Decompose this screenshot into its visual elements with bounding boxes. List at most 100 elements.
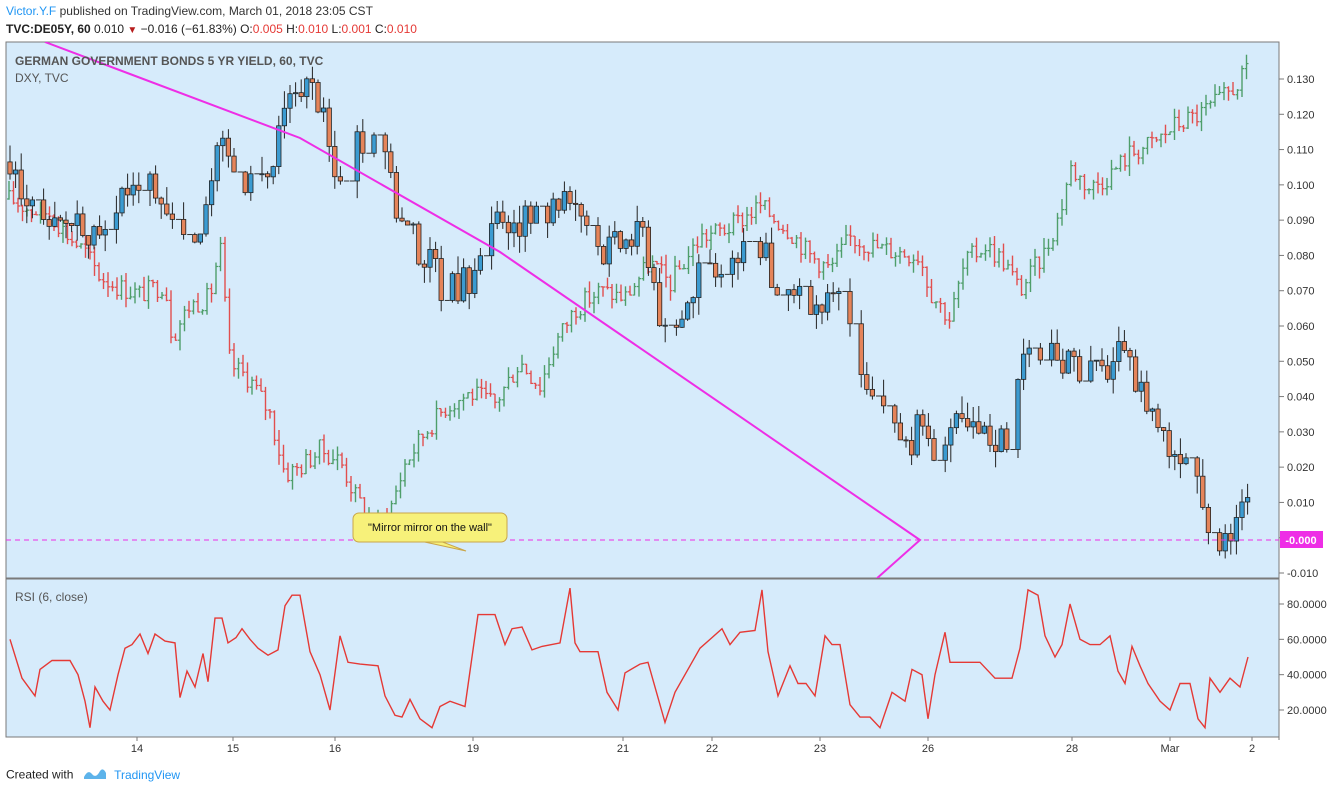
up-candle	[1093, 359, 1099, 362]
down-candle	[573, 202, 579, 205]
up-candle	[606, 236, 612, 265]
down-candle	[1004, 428, 1010, 450]
trendline[interactable]	[44, 42, 922, 580]
overlay-label: DXY, TVC	[15, 71, 69, 85]
up-candle	[354, 131, 360, 182]
down-candle	[713, 262, 719, 278]
down-candle	[388, 151, 394, 173]
callout-annotation[interactable]: "Mirror mirror on the wall"	[352, 512, 508, 552]
down-candle	[774, 287, 780, 296]
time-tick-label: 22	[706, 743, 718, 755]
down-candle	[158, 197, 164, 205]
up-candle	[522, 205, 528, 237]
down-candle	[80, 213, 86, 236]
price-tick-label: 0.040	[1287, 392, 1315, 404]
down-candle	[864, 374, 870, 390]
up-candle	[1172, 454, 1178, 457]
down-candle	[169, 213, 175, 220]
down-candle	[180, 218, 187, 235]
rsi-tick-label: 40.0000	[1287, 670, 1327, 682]
price-tick-label: 0.100	[1287, 180, 1315, 192]
down-candle	[707, 262, 713, 265]
up-candle	[427, 248, 433, 268]
up-candle	[130, 184, 136, 196]
down-candle	[931, 438, 937, 461]
down-candle	[601, 246, 607, 265]
up-candle	[813, 304, 820, 315]
up-candle	[1021, 353, 1027, 380]
high-value: 0.010	[298, 22, 329, 36]
tradingview-brand-link[interactable]: TradingView	[114, 767, 181, 782]
ohlc-legend: TVC:DE05Y, 60 0.010 ▼ −0.016 (−61.83%) O…	[6, 22, 417, 36]
up-candle	[1065, 350, 1071, 374]
down-candle	[993, 444, 999, 453]
up-candle	[477, 255, 484, 271]
price-tick-label: 0.090	[1287, 215, 1315, 227]
up-candle	[119, 187, 125, 214]
up-candle	[1026, 347, 1032, 355]
up-candle	[623, 239, 629, 249]
up-candle	[914, 414, 920, 456]
published-text: published on TradingView.com, March 01, …	[59, 4, 373, 18]
main-pane-background	[5, 41, 1280, 579]
up-candle	[1015, 378, 1021, 450]
up-candle	[113, 212, 119, 230]
up-candle	[970, 421, 976, 428]
up-candle	[29, 199, 36, 207]
up-candle	[292, 92, 299, 95]
down-candle	[393, 172, 400, 219]
up-candle	[561, 191, 568, 211]
down-candle	[432, 248, 439, 259]
price-tick-label: 0.020	[1287, 462, 1315, 474]
bond-yield-series	[7, 66, 1251, 559]
up-candle	[460, 267, 467, 302]
price-axis[interactable]: 0.130 0.120 0.110 0.100 0.090 0.080 0.070 0.060…	[1279, 74, 1318, 580]
down-candle	[567, 191, 573, 204]
up-candle	[679, 318, 685, 328]
time-axis[interactable]: 14 15 16 19 21 22 23 26 28 Mar 2	[131, 737, 1255, 755]
time-tick-label: 14	[131, 743, 143, 755]
time-tick-label: 26	[922, 743, 934, 755]
last-value: 0.010	[94, 22, 125, 36]
up-candle	[52, 217, 58, 227]
rsi-tick-label: 80.0000	[1287, 599, 1327, 611]
down-candle	[651, 267, 657, 284]
rsi-tick-label: 20.0000	[1287, 705, 1327, 717]
price-tick-label: 0.080	[1287, 250, 1315, 262]
down-candle	[125, 187, 131, 196]
publisher-line: Victor.Y.F published on TradingView.com,…	[6, 4, 373, 18]
rsi-line	[9, 587, 1249, 730]
up-candle	[662, 324, 668, 327]
down-candle	[920, 414, 926, 427]
down-candle	[455, 273, 461, 302]
up-candle	[1233, 517, 1239, 542]
price-tick-label: 0.060	[1287, 321, 1315, 333]
callout-box	[352, 512, 508, 543]
up-candle	[1183, 457, 1189, 465]
up-candle	[203, 204, 209, 235]
time-tick-label: 19	[467, 743, 479, 755]
down-candle	[556, 198, 562, 211]
down-candle	[69, 223, 75, 226]
up-candle	[718, 273, 724, 278]
up-candle	[1239, 501, 1245, 518]
up-candle	[696, 262, 702, 298]
up-candle	[1222, 533, 1228, 552]
rsi-axis[interactable]: 80.0000 60.0000 40.0000 20.0000	[1279, 599, 1327, 717]
author-link[interactable]: Victor.Y.F	[6, 4, 57, 18]
price-tick-label: 0.010	[1287, 497, 1315, 509]
down-candle	[976, 421, 982, 434]
down-candle	[1133, 356, 1139, 392]
up-candle	[1138, 381, 1144, 392]
up-candle	[304, 78, 310, 98]
down-candle	[673, 324, 680, 328]
up-candle	[685, 302, 691, 320]
price-tick-label: 0.030	[1287, 427, 1315, 439]
down-candle	[1037, 347, 1043, 361]
tradingview-logo-icon[interactable]	[83, 767, 107, 784]
down-candle	[1205, 507, 1211, 534]
down-candle	[164, 203, 170, 215]
up-candle	[1088, 360, 1094, 382]
down-candle	[264, 173, 271, 178]
